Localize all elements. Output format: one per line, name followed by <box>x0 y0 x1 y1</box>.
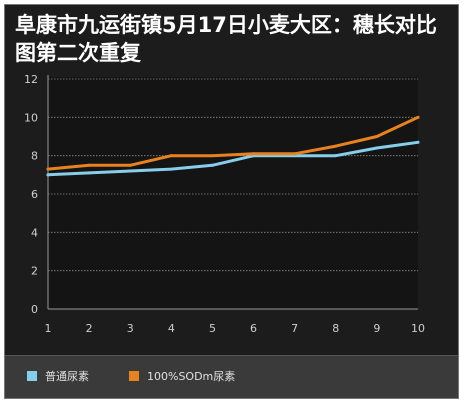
series-2-point-5 <box>210 154 214 158</box>
chart-title: 阜康市九运街镇5月17日小麦大区：穗长对比图第二次重复 <box>15 13 437 65</box>
y-tick-label-2: 2 <box>31 265 38 278</box>
legend-swatch-series-1 <box>27 371 37 381</box>
series-1-point-2 <box>87 171 91 175</box>
series-2-point-4 <box>169 154 173 158</box>
legend-swatch-series-2 <box>129 371 139 381</box>
series-2-point-1 <box>46 167 50 171</box>
x-tick-label-3: 3 <box>127 322 134 335</box>
chart-frame: 阜康市九运街镇5月17日小麦大区：穗长对比图第二次重复 0 2 4 6 8 10 12 1 2 3… <box>4 4 459 399</box>
series-2-point-8 <box>334 144 338 148</box>
series-1-point-10 <box>416 140 420 144</box>
series-line-2 <box>46 115 420 171</box>
y-tick-label-12: 12 <box>24 73 38 86</box>
y-tick-label-4: 4 <box>31 226 38 239</box>
x-tick-label-9: 9 <box>373 322 380 335</box>
x-tick-label-6: 6 <box>250 322 257 335</box>
legend-item-series-2: 100%SODm尿素 <box>129 369 235 383</box>
series-1-point-4 <box>169 167 173 171</box>
series-2-point-10 <box>416 115 420 119</box>
y-tick-label-6: 6 <box>31 188 38 201</box>
x-tick-label-10: 10 <box>411 322 425 335</box>
series-1-point-3 <box>128 169 132 173</box>
plot-background <box>48 77 418 309</box>
series-2-point-2 <box>87 163 91 167</box>
x-tick-label-4: 4 <box>168 322 175 335</box>
x-tick-label-1: 1 <box>45 322 52 335</box>
series-2-point-9 <box>375 135 379 138</box>
series-1-point-1 <box>46 173 50 177</box>
y-tick-label-8: 8 <box>31 150 38 163</box>
series-line-1 <box>46 140 420 177</box>
x-tick-label-2: 2 <box>86 322 93 335</box>
series-2-point-7 <box>293 152 297 156</box>
series-1-point-5 <box>210 163 214 167</box>
series-2-point-3 <box>128 163 132 167</box>
x-tick-label-7: 7 <box>291 322 298 335</box>
legend-item-series-1: 普通尿素 <box>27 369 89 383</box>
series-2-point-6 <box>252 152 256 156</box>
y-tick-label-0: 0 <box>31 303 38 316</box>
y-tick-label-10: 10 <box>24 111 38 124</box>
series-1-point-8 <box>334 154 338 158</box>
series-1-point-9 <box>375 146 379 150</box>
x-tick-label-5: 5 <box>209 322 216 335</box>
legend-label-series-2: 100%SODm尿素 <box>147 370 236 383</box>
legend-label-series-1: 普通尿素 <box>45 370 89 383</box>
legend: 普通尿素 100%SODm尿素 <box>5 355 458 398</box>
x-tick-label-8: 8 <box>332 322 339 335</box>
